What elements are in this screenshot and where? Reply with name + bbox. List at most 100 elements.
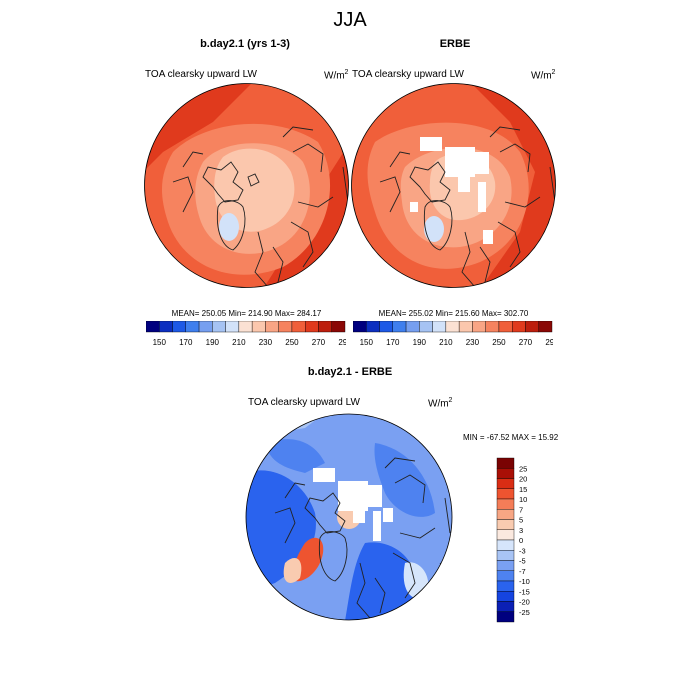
colorbar-model-swatch: [291, 321, 306, 333]
colorbar-obs-swatch: [498, 321, 513, 333]
colorbar-obs-tick-label: 210: [439, 338, 453, 347]
field-warm-rim-diff: [283, 558, 302, 583]
colorbar-obs-swatch: [458, 321, 473, 333]
stats-diff: MIN = -67.52 MAX = 15.92: [463, 433, 559, 442]
colorbar-model-swatch: [225, 321, 240, 333]
colorbar-model-swatch: [172, 321, 186, 333]
colorbar-model-swatch: [318, 321, 332, 333]
colorbar-diff-swatch: [496, 580, 515, 592]
colorbar-obs-tick-label: 230: [466, 338, 480, 347]
colorbar-obs-swatch: [405, 321, 420, 333]
colorbar-model-swatch: [331, 321, 346, 333]
colorbar-model-swatch: [278, 321, 293, 333]
colorbar-diff-tick-label: 25: [519, 464, 527, 473]
variable-label-obs: TOA clearsky upward LW: [352, 69, 464, 80]
panel-title-diff: b.day2.1 - ERBE: [307, 366, 393, 378]
colorbar-diff-swatch: [496, 550, 515, 561]
colorbar-diff-swatch: [496, 457, 515, 469]
map-border-obs: [351, 83, 556, 288]
colorbar-model-swatch: [238, 321, 253, 333]
colorbar-diff-swatch: [496, 539, 515, 551]
colorbar-obs-swatch: [419, 321, 433, 333]
colorbar-diff-swatch: [496, 488, 515, 500]
colorbar-diff-tick-label: -3: [519, 546, 526, 555]
colorbar-diff-tick-label: 7: [519, 505, 523, 514]
colorbar-model-swatch: [146, 321, 160, 333]
coastlines-obs: [379, 126, 556, 288]
colorbar-obs-swatch: [472, 321, 486, 333]
colorbar-model-swatch: [185, 321, 200, 333]
variable-label-model: TOA clearsky upward LW: [145, 69, 257, 80]
colorbar-model-swatch: [198, 321, 213, 333]
colorbar-diff-swatch: [496, 529, 515, 541]
colorbar-model-tick-label: 170: [179, 338, 193, 347]
missing-data-obs: [410, 137, 493, 244]
colorbar-diff-tick-label: 10: [519, 495, 527, 504]
field-cold-s-diff: [345, 542, 417, 620]
field-greenland-min-obs: [424, 216, 444, 242]
colorbar-model-tick-label: 230: [259, 338, 273, 347]
colorbar-obs-tick-label: 190: [413, 338, 427, 347]
colorbar-diff-tick-label: 3: [519, 526, 523, 535]
colorbar-model-tick-label: 250: [285, 338, 299, 347]
colorbar-diff-tick-label: 15: [519, 485, 527, 494]
field-greenland-min-model: [219, 213, 239, 241]
colorbar-diff-tick-label: -15: [519, 587, 530, 596]
colorbar-model-tick-label: 150: [153, 338, 167, 347]
missing-data-diff: [313, 468, 393, 541]
panel-title-model: b.day2.1 (yrs 1-3): [200, 38, 290, 50]
colorbar-model-swatch: [265, 321, 279, 333]
colorbar-model-swatch: [159, 321, 173, 333]
colorbar-obs-swatch: [392, 321, 407, 333]
colorbar-diff-swatch: [496, 560, 515, 571]
colorbar-obs-swatch: [379, 321, 393, 333]
map-border-diff: [245, 413, 453, 621]
colorbar-obs-tick-label: 250: [492, 338, 506, 347]
colorbar-model-swatch: [251, 321, 266, 333]
panel-title-obs: ERBE: [439, 38, 471, 50]
colorbar-obs-swatch: [511, 321, 526, 333]
colorbar-obs-tick-label: 170: [386, 338, 400, 347]
map-border-model: [144, 83, 349, 288]
colorbar-obs-swatch: [445, 321, 460, 333]
colorbar-diff-swatch: [496, 478, 515, 489]
unit-label-diff: W/m2: [428, 397, 453, 410]
colorbar-diff-tick-label: 0: [519, 536, 523, 545]
colorbar-diff-tick-label: -5: [519, 557, 526, 566]
colorbar-obs-swatch: [485, 321, 500, 333]
colorbar-diff-swatch: [496, 570, 515, 582]
colorbar-obs-tick-label: 150: [360, 338, 374, 347]
colorbar-diff-swatch: [496, 611, 515, 623]
polar-map-obs: [351, 83, 556, 288]
colorbar-obs-swatch: [432, 321, 447, 333]
colorbar-diff-swatch: [496, 591, 515, 602]
colorbar-model-swatch: [304, 321, 319, 333]
figure-title: JJA: [333, 9, 367, 31]
field-polar-model: [214, 148, 295, 232]
colorbar-model: 150 170 190 210 230 250 270 290: [146, 321, 346, 347]
colorbar-model-tick-label: 290: [338, 338, 346, 347]
colorbar-diff-tick-label: 5: [519, 516, 523, 525]
field-cold-ne-diff: [374, 443, 435, 517]
colorbar-diff-tick-label: -10: [519, 577, 530, 586]
colorbar-model-swatch: [212, 321, 226, 333]
colorbar-obs-tick-label: 290: [545, 338, 553, 347]
stats-obs: MEAN= 255.02 Min= 215.60 Max= 302.70: [378, 309, 529, 318]
colorbar-diff-tick-label: -25: [519, 608, 530, 617]
colorbar-obs-swatch: [353, 321, 367, 333]
colorbar-diff-swatch: [496, 468, 515, 479]
colorbar-diff-swatch: [496, 509, 515, 520]
colorbar-diff-swatch: [496, 601, 515, 612]
colorbar-diff-tick-label: -7: [519, 567, 526, 576]
polar-map-model: [144, 83, 349, 288]
colorbar-obs-swatch: [525, 321, 539, 333]
variable-label-diff: TOA clearsky upward LW: [248, 397, 360, 408]
stats-model: MEAN= 250.05 Min= 214.90 Max= 284.17: [171, 309, 322, 318]
colorbar-model-tick-label: 270: [312, 338, 326, 347]
polar-map-diff: [245, 413, 453, 621]
field-cold-nw-diff: [265, 439, 325, 473]
colorbar-model-tick-label: 210: [232, 338, 246, 347]
colorbar-obs: 150 170 190 210 230 250 270 290: [353, 321, 553, 347]
field-band-e-obs: [470, 83, 556, 288]
